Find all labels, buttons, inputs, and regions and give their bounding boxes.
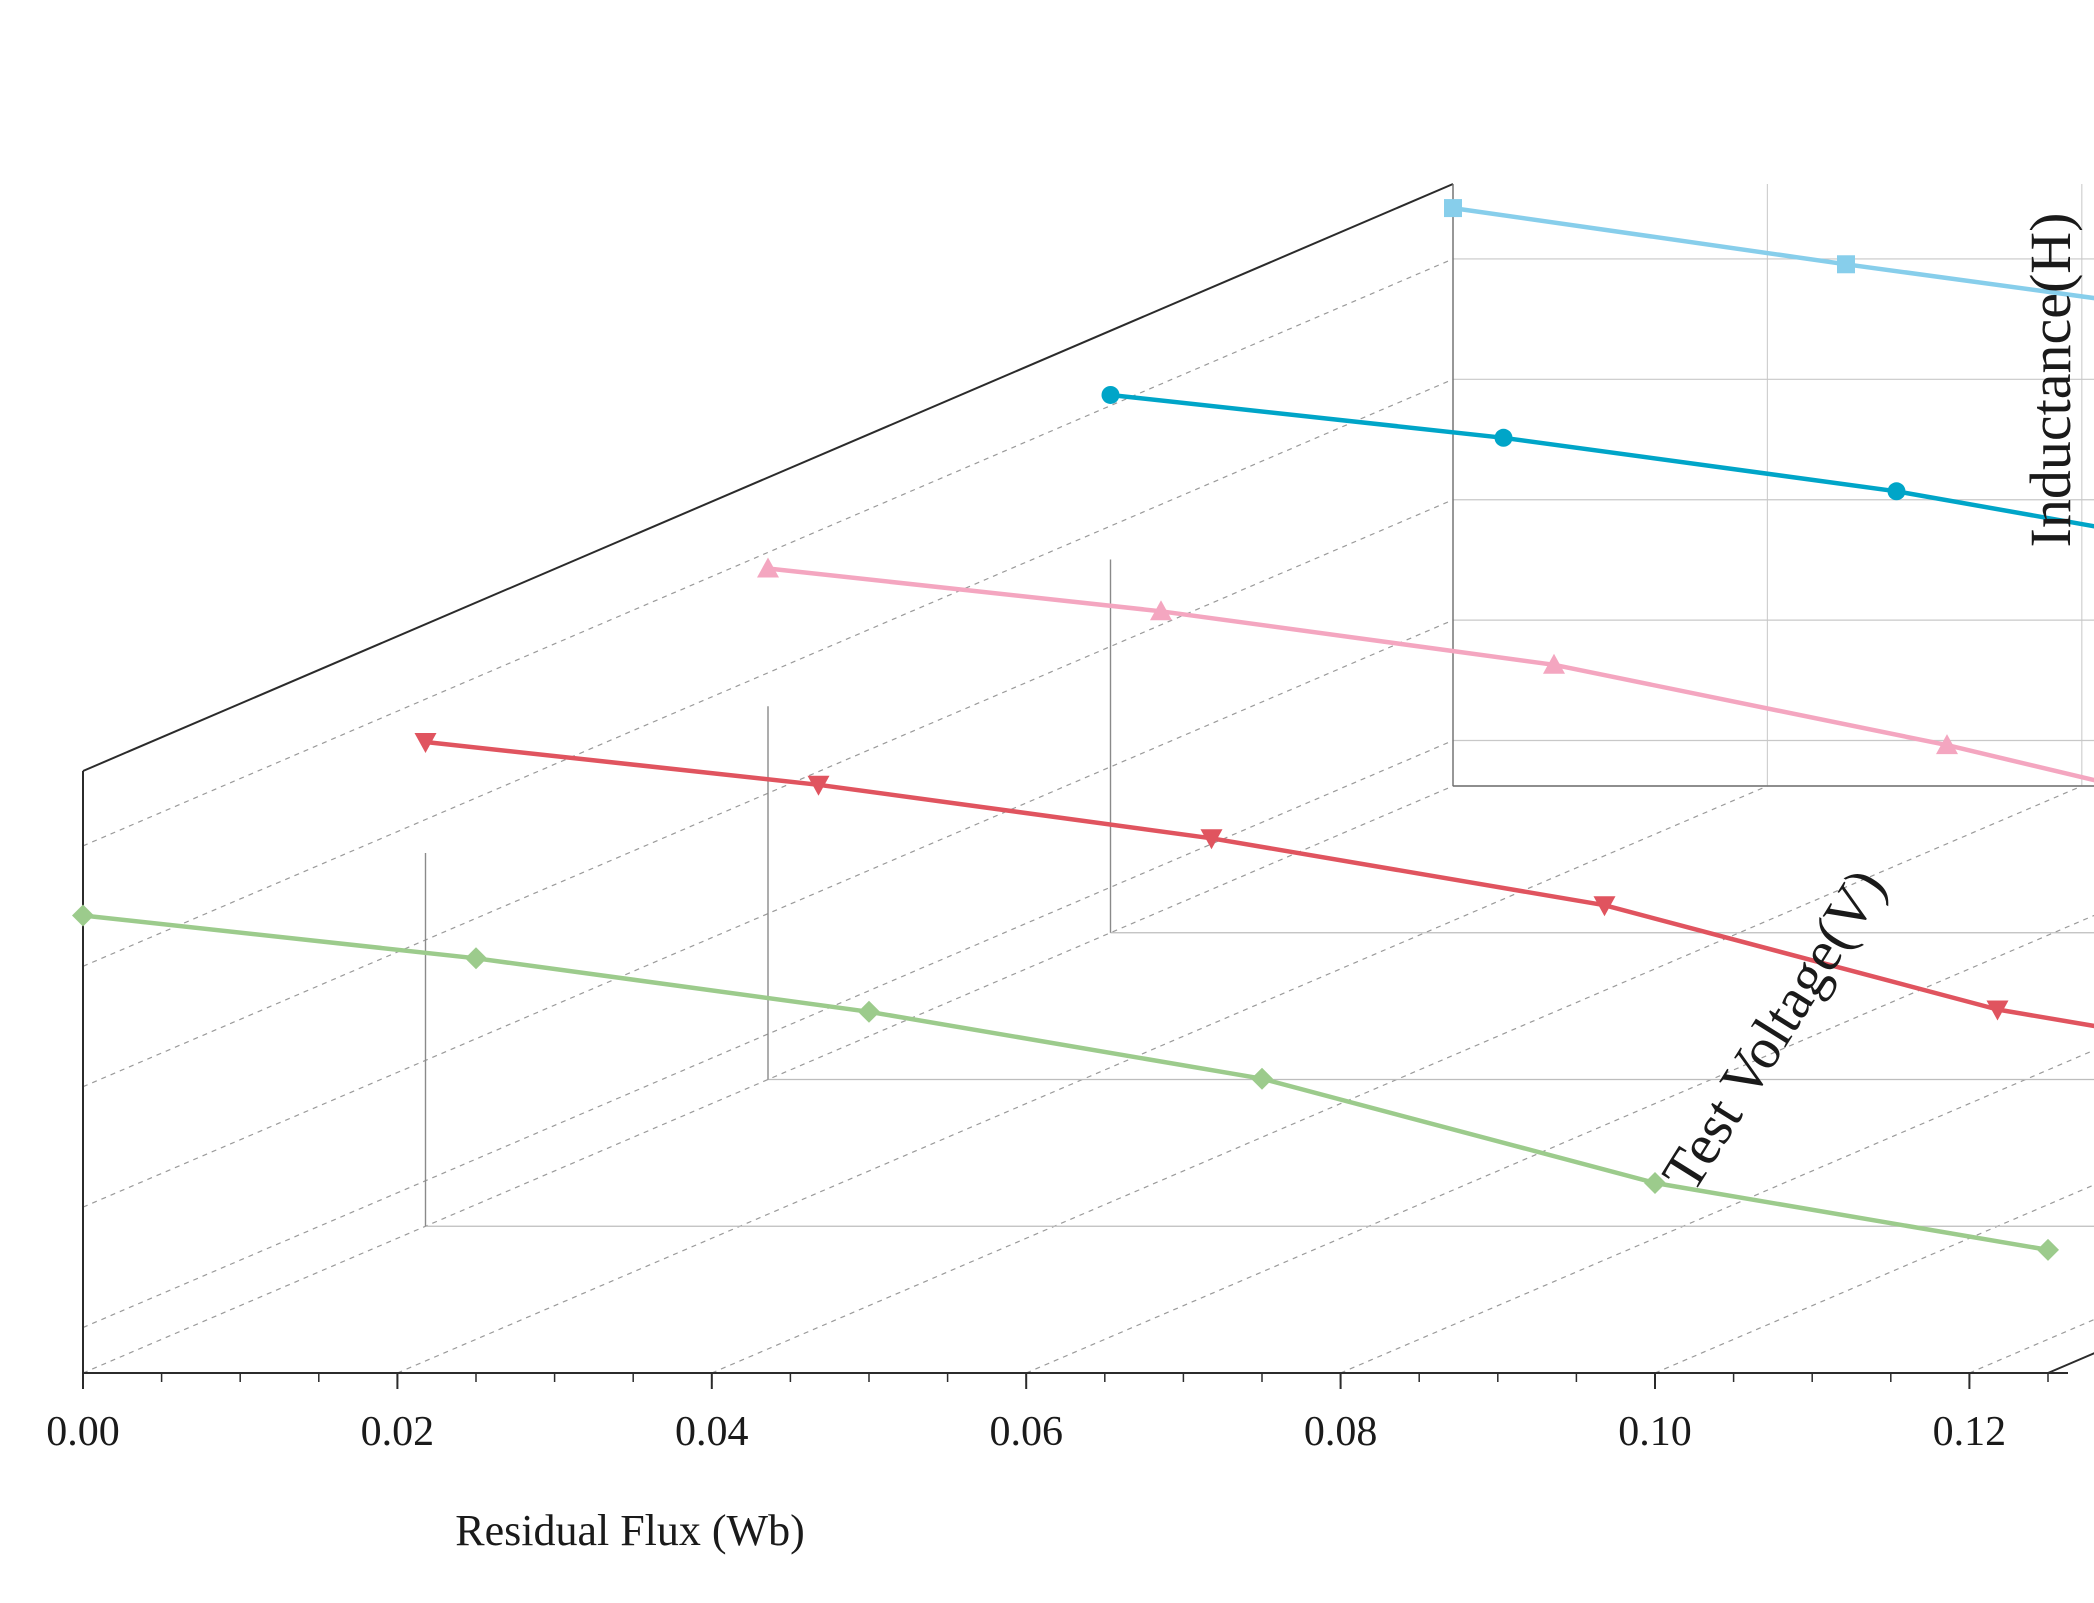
top-left-edge (82, 183, 1454, 772)
x-tick-label: 0.02 (361, 1409, 435, 1455)
series-3 (757, 557, 2094, 783)
series-line-4 (425, 739, 2094, 1029)
z-axis-title: Inductance(H) (2018, 213, 2083, 548)
grid-layer (82, 184, 2094, 1374)
data-point (1887, 482, 1906, 501)
data-point (1251, 1067, 1273, 1090)
data-point (1543, 653, 1565, 674)
data-point (414, 733, 437, 753)
data-point (807, 775, 830, 796)
series-line-1 (1452, 205, 2094, 301)
x-axis-title: Residual Flux (Wb) (455, 1506, 805, 1555)
data-point (1936, 734, 1958, 755)
data-point (757, 557, 779, 578)
data-point (1494, 428, 1513, 447)
floor-grid-x-2 (711, 785, 2083, 1374)
data-point (1101, 385, 1120, 404)
x-tick-label: 0.06 (989, 1409, 1063, 1455)
left-wall-grid-z-1 (82, 619, 1454, 1208)
left-wall-grid-z-2 (82, 499, 1454, 1088)
series-layer (72, 199, 2094, 1261)
series-2 (1101, 385, 2094, 529)
labels-layer: 0.000.020.040.060.080.100.12123450.33300… (46, 1409, 2007, 1455)
floor-grid-x-0 (82, 785, 1454, 1374)
data-point (1593, 896, 1616, 917)
series-line-2 (1110, 392, 2094, 529)
data-point (465, 947, 487, 970)
data-point (2037, 1238, 2059, 1261)
series-5 (72, 904, 2059, 1261)
x-tick-label: 0.00 (46, 1409, 120, 1455)
data-point (1837, 255, 1855, 274)
data-point (1986, 1000, 2009, 1021)
series-line-5 (82, 913, 2049, 1253)
data-point (858, 1000, 880, 1023)
ticks-layer (82, 1372, 2068, 1389)
left-wall-grid-z-4 (82, 258, 1454, 847)
axes-frame (82, 183, 2094, 1374)
data-point (1200, 829, 1223, 850)
data-point (1444, 199, 1462, 218)
left-wall-grid-z-3 (82, 378, 1454, 967)
data-point (1150, 600, 1172, 621)
x-tick-label: 0.12 (1933, 1409, 2007, 1455)
data-point (72, 904, 94, 927)
x-tick-label: 0.04 (675, 1409, 749, 1455)
data-point (1644, 1172, 1666, 1194)
series-1 (1444, 199, 2094, 301)
series-4 (414, 733, 2094, 1029)
floor-grid-x-1 (397, 785, 1768, 1374)
series-line-3 (767, 566, 2094, 783)
x-tick-label: 0.08 (1304, 1409, 1378, 1455)
x-tick-label: 0.10 (1618, 1409, 1692, 1455)
y-axis-title: Test Voltage(V) (1649, 857, 1898, 1202)
